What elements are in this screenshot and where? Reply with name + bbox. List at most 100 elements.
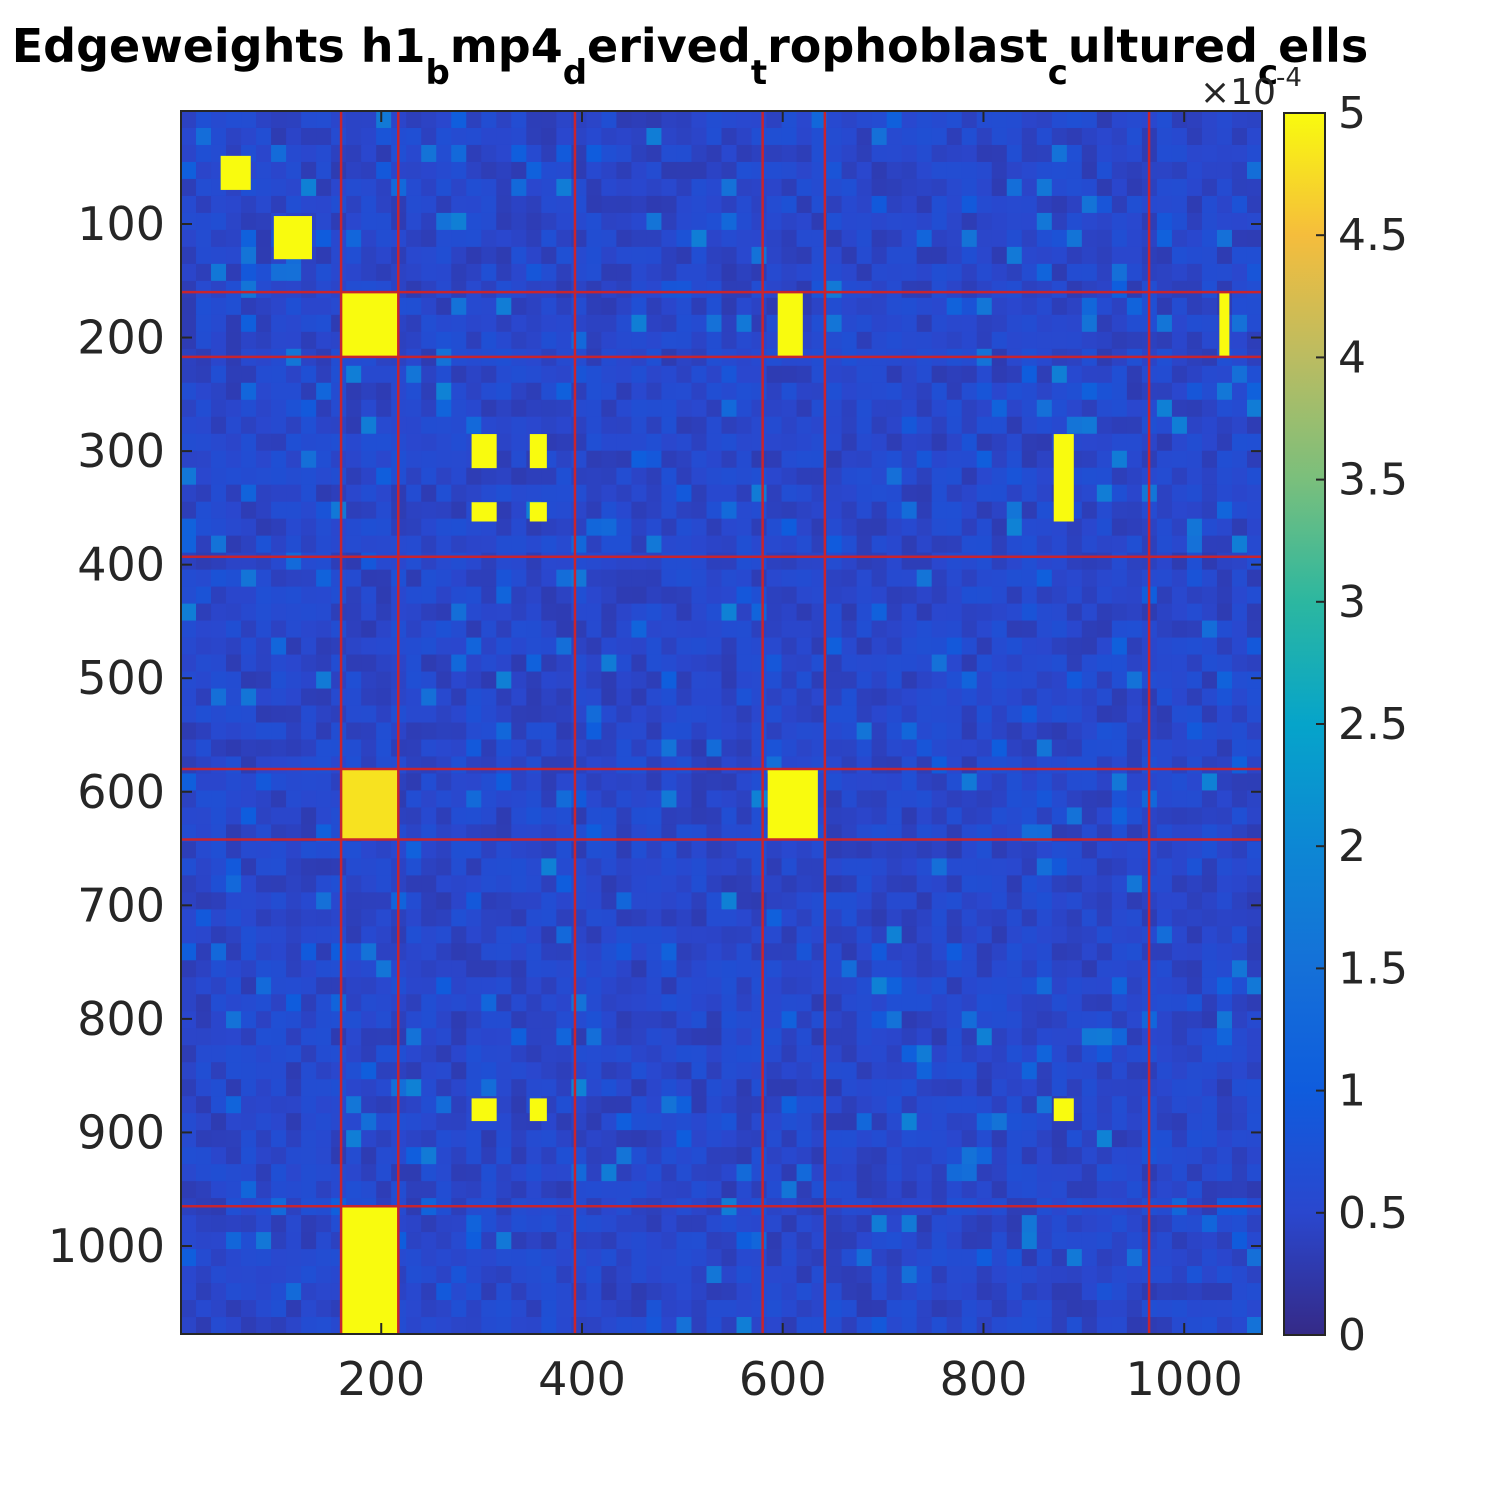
heatmap-cell	[796, 960, 813, 978]
heatmap-cell	[766, 450, 783, 469]
heatmap-cell	[586, 688, 602, 707]
heatmap-cell	[496, 603, 512, 622]
heatmap-cell	[526, 1147, 542, 1165]
heatmap-cell	[916, 858, 933, 876]
heatmap-cell	[496, 977, 512, 995]
heatmap-cell	[316, 178, 332, 197]
heatmap-cell	[856, 977, 873, 995]
heatmap-cell	[661, 518, 678, 537]
heatmap-cell	[916, 161, 933, 180]
heatmap-cell	[1111, 875, 1128, 893]
heatmap-cell	[241, 263, 257, 282]
heatmap-cell	[931, 161, 948, 180]
heatmap-cell	[1201, 688, 1218, 707]
heatmap-cell	[781, 229, 798, 248]
heatmap-cell	[1201, 807, 1218, 826]
heatmap-cell	[871, 1045, 888, 1063]
heatmap-cell	[1081, 246, 1098, 265]
heatmap-cell	[526, 841, 542, 859]
heatmap-cell	[1111, 501, 1128, 520]
heatmap-cell	[706, 127, 723, 146]
heatmap-cell	[226, 756, 242, 775]
heatmap-cell	[1201, 892, 1218, 910]
heatmap-cell	[991, 909, 1008, 927]
heatmap-cell	[1021, 875, 1038, 893]
heatmap-cell	[511, 484, 527, 503]
heatmap-cell	[451, 824, 467, 843]
heatmap-cell	[1246, 1045, 1262, 1063]
heatmap-cell	[1021, 892, 1038, 910]
heatmap-cell	[1036, 246, 1053, 265]
heatmap-cell	[181, 1045, 197, 1063]
heatmap-cell	[361, 943, 377, 961]
heatmap-cell	[841, 994, 858, 1012]
heatmap-cell	[721, 858, 738, 876]
heatmap-cell	[511, 246, 527, 265]
heatmap-cell	[1216, 1266, 1233, 1284]
heatmap-cell	[781, 1249, 798, 1267]
heatmap-cell	[1096, 909, 1113, 927]
heatmap-cell	[406, 535, 422, 554]
heatmap-cell	[331, 382, 347, 401]
heatmap-cell	[826, 569, 843, 588]
heatmap-cell	[1186, 1011, 1203, 1029]
heatmap-cell	[601, 552, 617, 571]
heatmap-cell	[721, 943, 738, 961]
heatmap-cell	[436, 501, 452, 520]
heatmap-cell	[436, 1028, 452, 1046]
heatmap-cell	[526, 399, 542, 418]
heatmap-cell	[1186, 484, 1203, 503]
heatmap-cell	[1126, 994, 1143, 1012]
heatmap-cell	[1021, 1181, 1038, 1199]
heatmap-cell	[1201, 739, 1218, 758]
heatmap-cell	[631, 688, 648, 707]
heatmap-cell	[481, 1147, 497, 1165]
heatmap-cell	[676, 620, 693, 639]
heatmap-cell	[481, 654, 497, 673]
heatmap-cell	[301, 127, 317, 146]
heatmap-cell	[1156, 280, 1173, 299]
heatmap-cell	[1201, 926, 1218, 944]
heatmap-cell	[946, 1113, 963, 1131]
heatmap-cell	[436, 1062, 452, 1080]
heatmap-cell	[616, 1079, 633, 1097]
heatmap-cell	[211, 705, 227, 724]
heatmap-cell	[541, 756, 557, 775]
heatmap-cell	[211, 1147, 227, 1165]
heatmap-cell	[511, 824, 527, 843]
heatmap-cell	[781, 1130, 798, 1148]
heatmap-cell	[571, 620, 587, 639]
heatmap-cell	[736, 807, 753, 826]
heatmap-cell	[751, 654, 768, 673]
heatmap-cell	[766, 688, 783, 707]
heatmap-cell	[721, 994, 738, 1012]
heatmap-cell	[991, 943, 1008, 961]
heatmap-cell	[751, 790, 768, 809]
heatmap-cell	[976, 144, 993, 163]
heatmap-cell	[466, 960, 482, 978]
heatmap-cell	[286, 926, 302, 944]
heatmap-cell	[826, 586, 843, 605]
heatmap-cell	[181, 688, 197, 707]
heatmap-cell	[766, 501, 783, 520]
heatmap-cell	[631, 331, 648, 350]
heatmap-cell	[1021, 807, 1038, 826]
heatmap-cell	[346, 467, 362, 486]
heatmap-cell	[586, 1062, 602, 1080]
heatmap-cell	[1111, 297, 1128, 316]
heatmap-cell	[1201, 111, 1218, 129]
heatmap-cell	[1126, 1164, 1143, 1182]
heatmap-cell	[331, 637, 347, 656]
heatmap-cell	[631, 1215, 648, 1233]
heatmap-cell	[1201, 1164, 1218, 1182]
heatmap-cell	[256, 127, 272, 146]
heatmap-cell	[871, 246, 888, 265]
heatmap-cell	[1231, 620, 1248, 639]
heatmap-cell	[976, 1011, 993, 1029]
heatmap-cell	[856, 858, 873, 876]
heatmap-cell	[991, 433, 1008, 452]
heatmap-cell	[916, 450, 933, 469]
heatmap-cell	[1216, 382, 1233, 401]
heatmap-cell	[196, 263, 212, 282]
heatmap-cell	[646, 637, 663, 656]
